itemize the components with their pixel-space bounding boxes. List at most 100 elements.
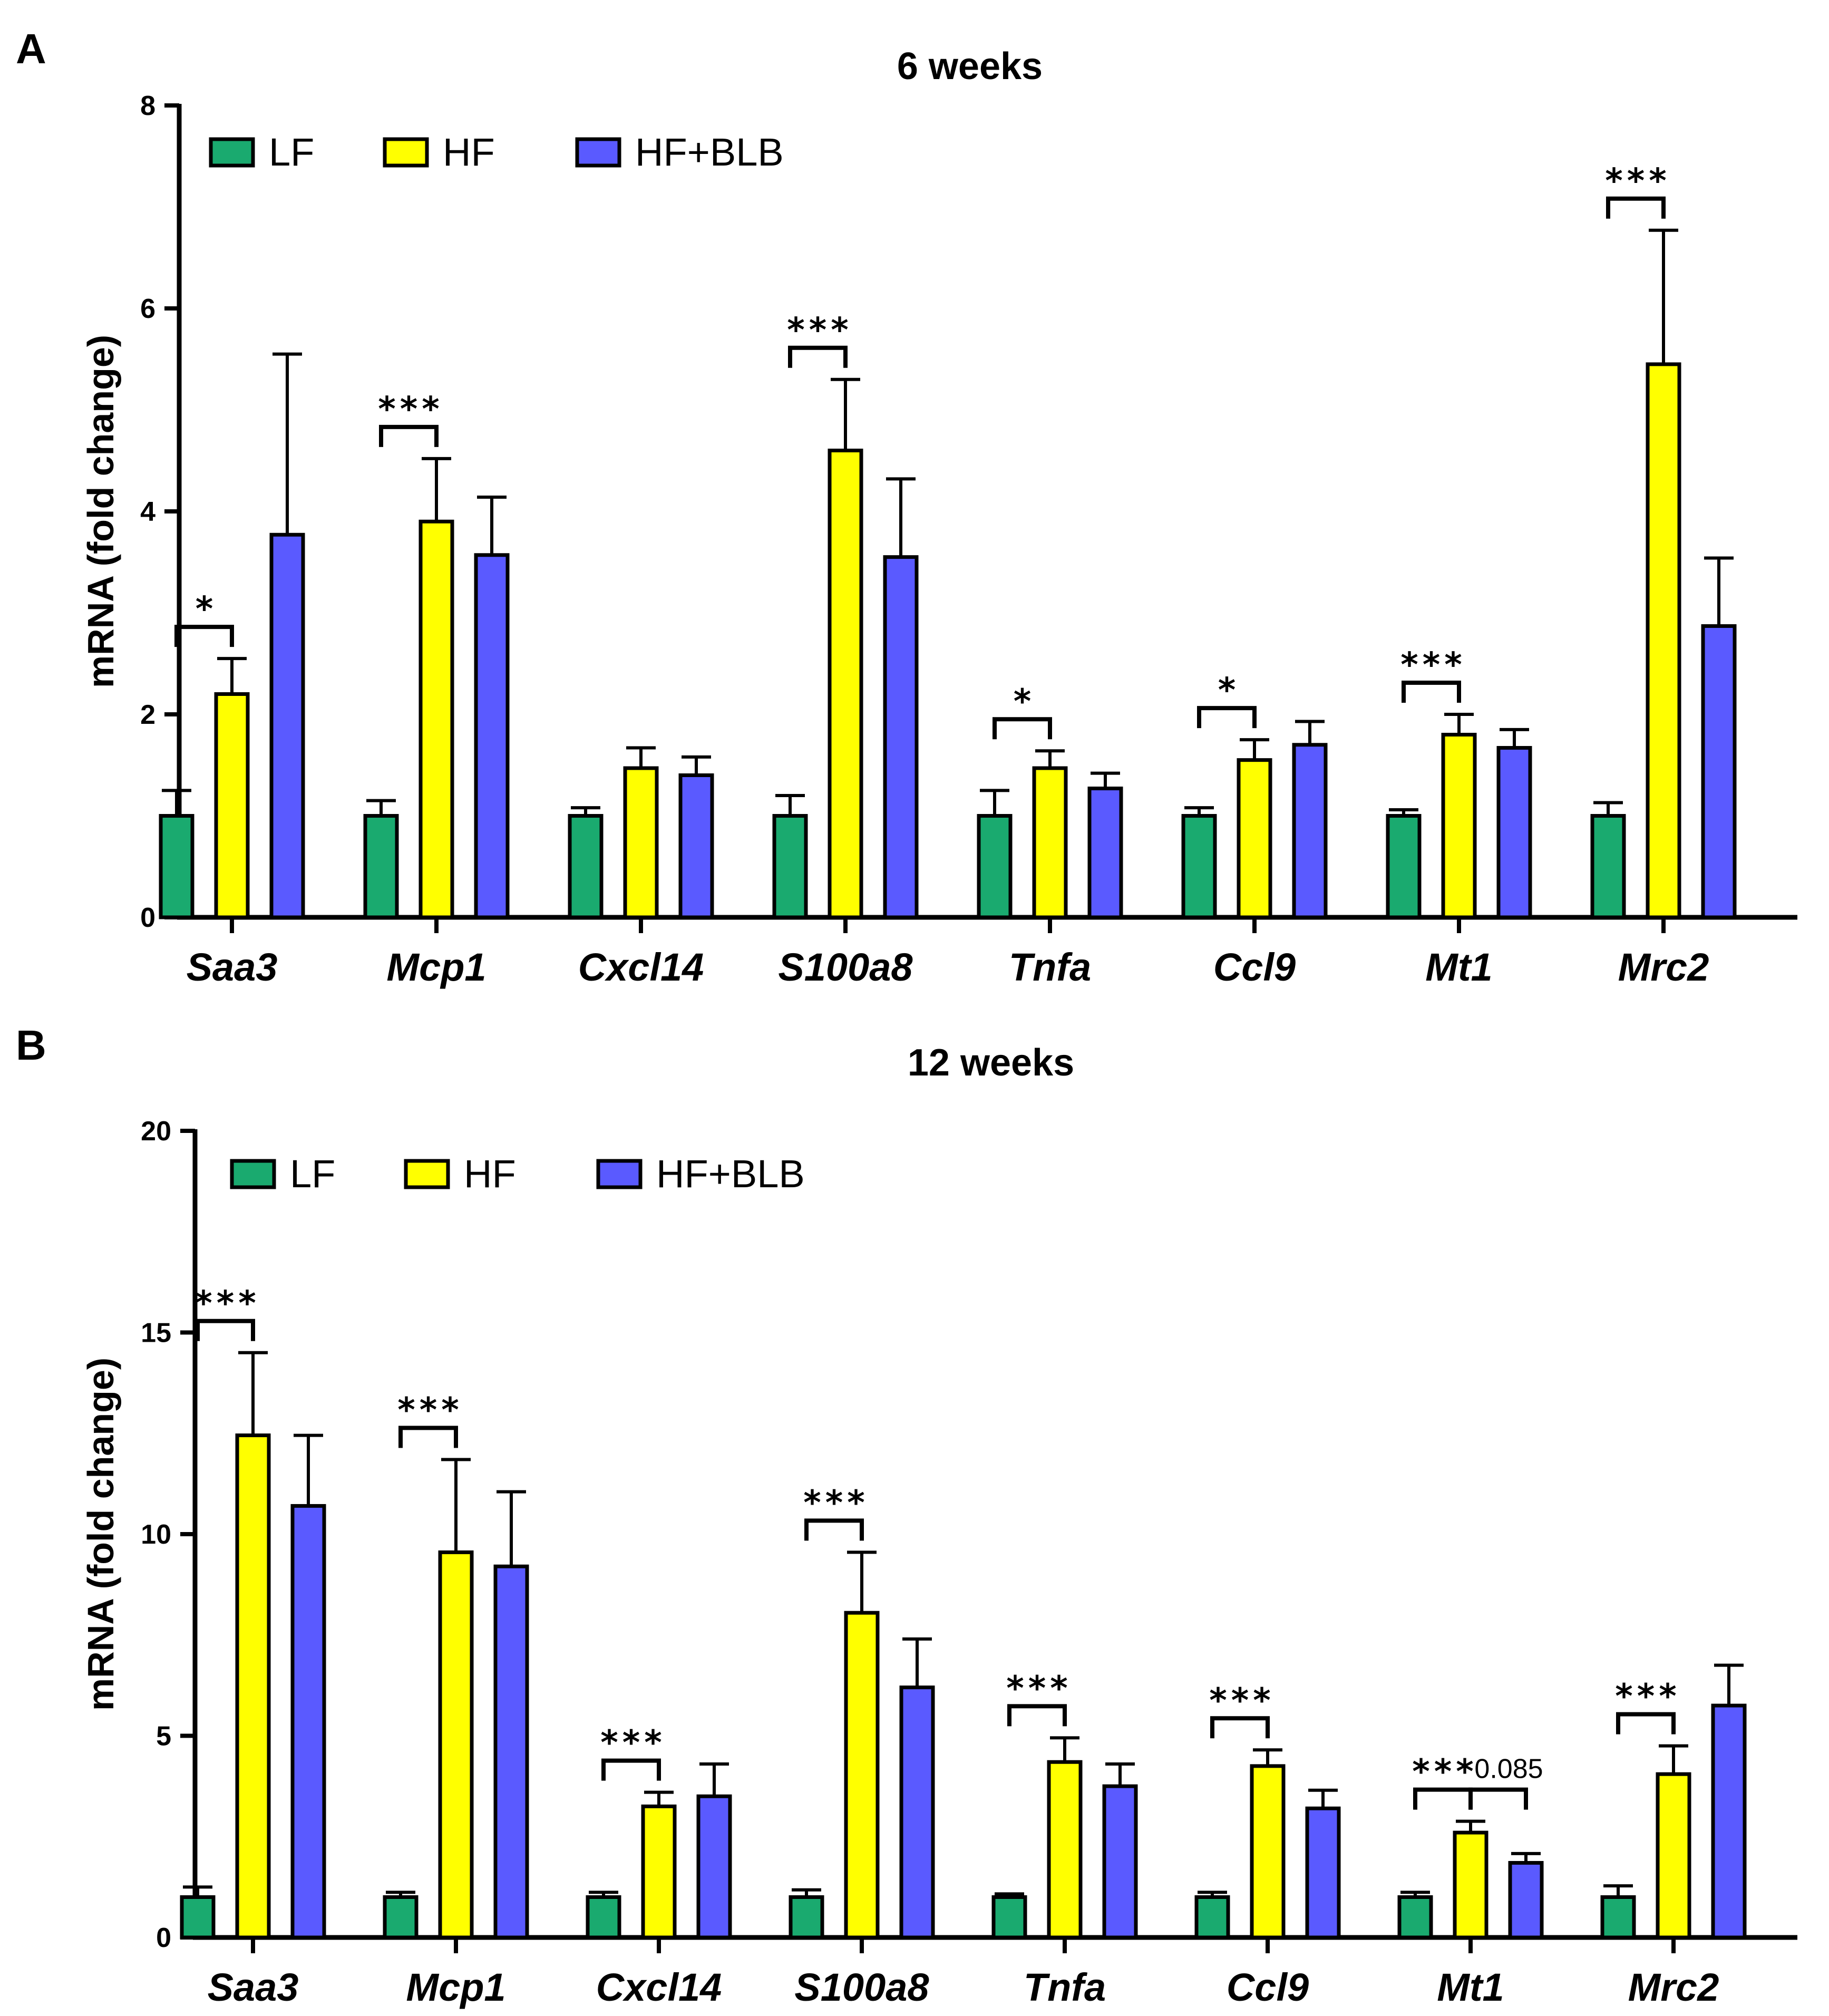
legend: LF HF HF+BLB (230, 1152, 805, 1196)
bar-hf-saa3 (235, 1433, 271, 1940)
x-tick-label: S100a8 (778, 945, 913, 989)
significance-stars: *** (378, 390, 443, 429)
significance-bracket (1007, 1704, 1067, 1727)
x-tick-label: Mt1 (1425, 945, 1492, 989)
bar-hf-blb-ccl9 (1292, 743, 1328, 919)
legend-swatch-hf-blb (596, 1159, 643, 1189)
bar-hf-tnfa (1032, 766, 1068, 919)
significance-stars: *** (1006, 1669, 1072, 1708)
bar-hf-blb-saa3 (290, 1504, 326, 1940)
bar-hf-blb-mt1 (1496, 746, 1532, 919)
x-tick-label: Mrc2 (1628, 1965, 1719, 2009)
bar-hf-blb-cxcl14 (696, 1794, 732, 1940)
x-tick-label: Mcp1 (386, 945, 486, 989)
bar-hf-ccl9 (1237, 758, 1272, 919)
significance-bracket (788, 345, 848, 368)
significance-stars: * (1014, 682, 1035, 721)
bar-lf-saa3 (180, 1895, 216, 1940)
y-tick-label: 0 (140, 903, 155, 933)
x-tick-label: Ccl9 (1227, 1965, 1309, 2009)
bar-hf-s100a8 (844, 1611, 880, 1940)
significance-bracket (1210, 1716, 1270, 1739)
y-tick-label: 4 (140, 497, 155, 527)
significance-bracket (804, 1518, 864, 1541)
p-value-label: 0.085 (1474, 1754, 1543, 1785)
x-tick-label: Mcp1 (406, 1965, 505, 2009)
bar-hf-ccl9 (1250, 1764, 1286, 1940)
legend-swatch-lf (230, 1159, 276, 1189)
significance-stars: *** (1209, 1681, 1275, 1720)
bar-lf-cxcl14 (586, 1895, 621, 1940)
significance-stars: *** (397, 1391, 463, 1430)
significance-stars: *** (1615, 1678, 1680, 1717)
significance-stars: * (1218, 671, 1240, 710)
bar-hf-cxcl14 (641, 1804, 677, 1940)
bar-hf-blb-s100a8 (883, 555, 919, 919)
bar-hf-blb-s100a8 (899, 1685, 935, 1940)
chart-title: 6 weeks (897, 45, 1043, 88)
legend-label-hf: HF (464, 1152, 516, 1196)
bar-hf-blb-mt1 (1508, 1860, 1544, 1940)
bar-lf-mcp1 (363, 814, 399, 919)
significance-bracket (993, 717, 1052, 740)
legend-label-hf-blb: HF+BLB (635, 130, 784, 174)
panel-a-6-weeks: A 6 weeks mRNA (fold change) 0 2 4 6 8 Saa3 Mcp1 C… (16, 25, 1797, 989)
significance-stars: *** (194, 1284, 260, 1323)
significance-bracket (1468, 1787, 1528, 1810)
x-tick-label: S100a8 (794, 1965, 929, 2009)
x-tick-label: Ccl9 (1213, 945, 1296, 989)
y-tick-label: 15 (141, 1318, 171, 1349)
legend-swatch-hf (383, 137, 429, 168)
y-tick-label: 0 (156, 1923, 171, 1953)
significance-stars: *** (803, 1484, 869, 1523)
significance-bracket (398, 1426, 458, 1448)
legend-swatch-hf-blb (575, 137, 621, 168)
x-tick-label: Saa3 (187, 945, 278, 989)
y-tick-label: 20 (141, 1116, 171, 1147)
bar-lf-mcp1 (383, 1895, 419, 1940)
legend-label-hf: HF (443, 130, 495, 174)
bar-hf-mrc2 (1646, 362, 1681, 919)
y-tick-label: 2 (140, 700, 155, 730)
legend-swatch-hf (404, 1159, 450, 1189)
legend-label-lf: LF (269, 130, 314, 174)
significance-stars: *** (1412, 1753, 1477, 1792)
panel-letter: B (16, 1022, 46, 1069)
panel-b-12-weeks: B 12 weeks mRNA (fold change) 0 5 10 15 20 Saa3 M… (16, 1022, 1797, 2009)
bar-hf-blb-mcp1 (493, 1564, 529, 1940)
y-axis-label: mRNA (fold change) (80, 1358, 121, 1711)
significance-stars: *** (787, 311, 852, 350)
y-tick-label: 6 (140, 294, 155, 324)
y-tick-label: 8 (140, 91, 155, 121)
bar-hf-mcp1 (419, 519, 454, 919)
x-tick-label: Tnfa (1009, 945, 1091, 989)
bar-hf-s100a8 (828, 449, 863, 919)
bar-lf-tnfa (991, 1895, 1027, 1940)
significance-bracket (174, 625, 234, 647)
bar-lf-mrc2 (1590, 814, 1626, 919)
legend-label-lf: LF (290, 1152, 335, 1196)
bar-hf-blb-saa3 (269, 532, 305, 919)
bar-hf-mt1 (1441, 733, 1477, 919)
chart-title: 12 weeks (908, 1042, 1074, 1084)
bar-hf-mrc2 (1656, 1772, 1691, 1940)
significance-stars: * (196, 590, 217, 629)
significance-stars: *** (1400, 646, 1466, 685)
significance-bracket (1606, 196, 1666, 219)
bar-hf-mcp1 (438, 1550, 474, 1940)
x-tick-label: Mrc2 (1618, 945, 1709, 989)
significance-bracket (196, 1319, 255, 1341)
x-tick-label: Saa3 (208, 1965, 299, 2009)
bar-hf-mt1 (1453, 1830, 1489, 1940)
legend: LF HF HF+BLB (209, 130, 784, 174)
bar-lf-ccl9 (1181, 814, 1217, 919)
bar-lf-mt1 (1386, 814, 1422, 919)
y-tick-label: 10 (141, 1519, 171, 1550)
significance-bracket (1616, 1712, 1676, 1734)
x-tick-label: Cxcl14 (578, 945, 704, 989)
bar-hf-blb-mrc2 (1711, 1703, 1747, 1940)
bar-lf-saa3 (159, 814, 194, 919)
x-tick-label: Cxcl14 (596, 1965, 722, 2009)
legend-swatch-lf (209, 137, 255, 168)
